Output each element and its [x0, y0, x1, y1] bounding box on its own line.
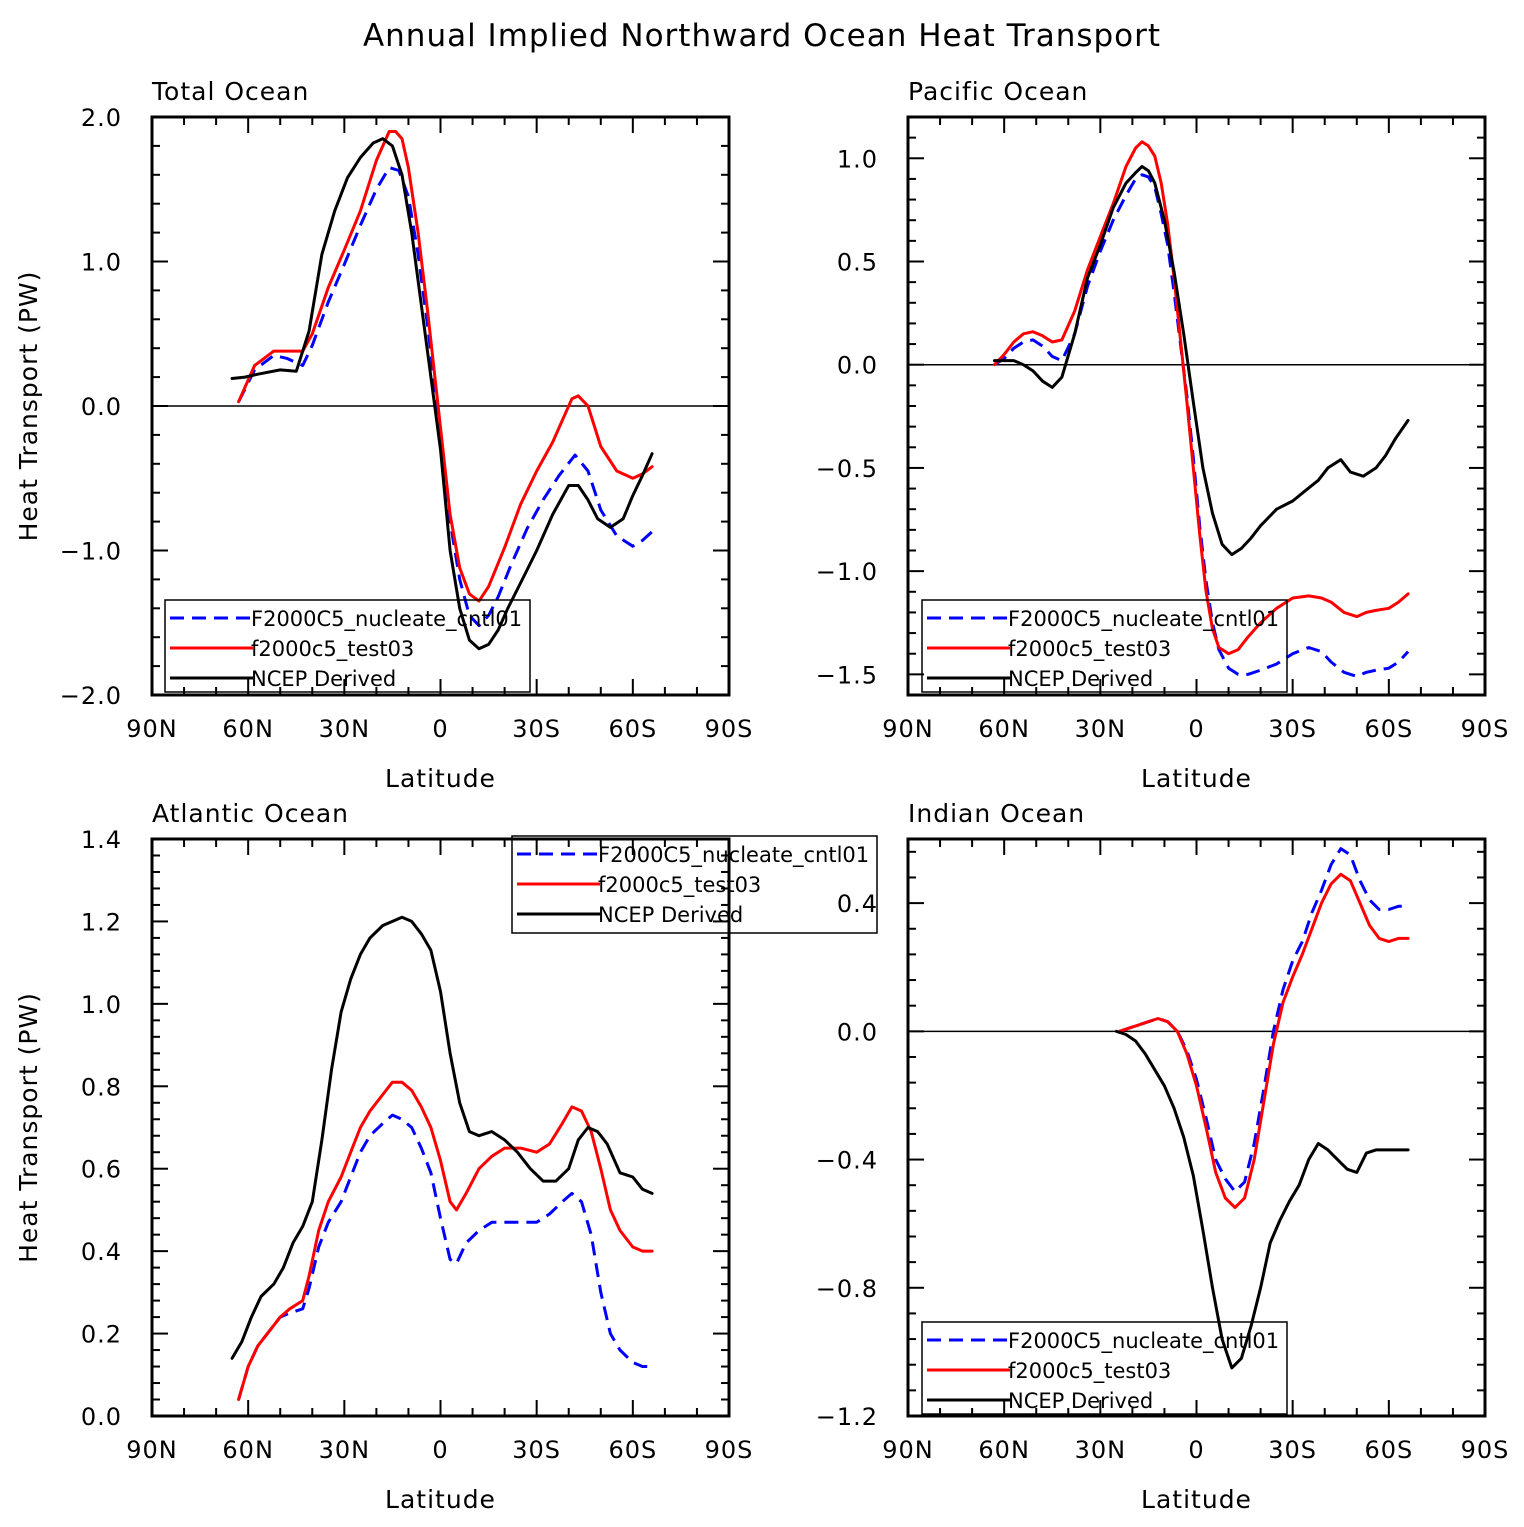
y-tick-label: 0.8	[81, 1073, 122, 1101]
x-tick-label: 0	[1188, 715, 1204, 743]
legend-box	[921, 599, 1288, 693]
legend-label: F2000C5_nucleate_cntl01	[1008, 1329, 1279, 1354]
x-axis-label: Latitude	[1141, 764, 1252, 793]
x-axis-label: Latitude	[385, 764, 496, 793]
x-tick-label: 60S	[608, 1436, 657, 1464]
y-tick-label: 0.0	[837, 1018, 878, 1046]
series-line-f2000c5_test03	[993, 140, 1410, 656]
series-line-F2000C5_nucleate_cntl01	[237, 1113, 653, 1400]
y-tick-label: 0.4	[81, 1238, 122, 1266]
x-tick-label: 60N	[978, 1436, 1030, 1464]
legend-box	[921, 1321, 1288, 1415]
x-tick-label: 30N	[1075, 1436, 1127, 1464]
x-axis-label: Latitude	[385, 1485, 496, 1514]
x-tick-label: 60S	[1364, 715, 1413, 743]
x-tick-label: 60N	[222, 1436, 274, 1464]
x-tick-label: 30S	[512, 715, 561, 743]
y-tick-label: 1.0	[837, 145, 878, 173]
y-tick-label: 0.0	[81, 1403, 122, 1431]
series-line-f2000c5_test03	[237, 1080, 654, 1401]
panel-3: Atlantic Ocean 90N 60N 30N 0 30S 60S 90S 0.0 0.2 0…	[14, 799, 878, 1514]
y-tick-label: 1.2	[81, 908, 122, 936]
y-tick-label: −1.0	[60, 538, 122, 566]
y-tick-label: 1.0	[81, 991, 122, 1019]
x-tick-label: 30S	[1268, 715, 1317, 743]
panel-4: Indian Ocean 90N 60N 30N 0 30S 60S 90S −1.2 −0.8 −…	[816, 799, 1510, 1514]
y-tick-label: 0.4	[837, 890, 878, 918]
series-line-NCEP Derived	[993, 165, 1410, 557]
y-tick-label: −1.0	[816, 558, 878, 586]
legend-label: F2000C5_nucleate_cntl01	[1008, 607, 1279, 632]
legend-label: NCEP Derived	[598, 903, 743, 927]
legend: F2000C5_nucleate_cntl01 f2000c5_test03 NCE…	[921, 599, 1288, 693]
panel-title: Total Ocean	[151, 77, 309, 106]
legend-label: f2000c5_test03	[598, 873, 761, 898]
series-line-F2000C5_nucleate_cntl01	[993, 173, 1410, 678]
series-line-f2000c5_test03	[237, 130, 654, 603]
x-tick-label: 30N	[1075, 715, 1127, 743]
x-tick-label: 90S	[1461, 715, 1510, 743]
panel-1: Total Ocean 90N 60N 30N 0 30S 60S 90S −2.0 −1.0 0.…	[14, 77, 754, 793]
legend-box	[511, 835, 878, 934]
x-tick-label: 60N	[222, 715, 274, 743]
series-line-NCEP Derived	[1114, 1029, 1410, 1370]
y-tick-label: 0.5	[837, 249, 878, 277]
y-tick-label: −0.4	[816, 1147, 878, 1175]
x-tick-label: 30S	[1268, 1436, 1317, 1464]
x-tick-label: 90S	[705, 715, 754, 743]
x-tick-label: 60N	[978, 715, 1030, 743]
y-tick-label: −1.2	[816, 1403, 878, 1431]
x-tick-label: 90N	[882, 1436, 934, 1464]
panel-title: Indian Ocean	[908, 799, 1085, 828]
y-axis-label: Heat Transport (PW)	[14, 992, 43, 1263]
series-line-f2000c5_test03	[1118, 872, 1410, 1210]
legend: F2000C5_nucleate_cntl01 f2000c5_test03 NCE…	[164, 599, 531, 693]
y-tick-label: 2.0	[81, 104, 122, 132]
y-tick-label: −0.5	[816, 455, 878, 483]
x-tick-label: 0	[432, 1436, 448, 1464]
series-line-NCEP Derived	[230, 137, 654, 651]
legend-label: NCEP Derived	[1008, 1389, 1153, 1413]
x-tick-label: 60S	[608, 715, 657, 743]
legend: F2000C5_nucleate_cntl01 f2000c5_test03 NCE…	[511, 835, 878, 934]
legend-label: NCEP Derived	[251, 667, 396, 691]
legend-label: f2000c5_test03	[251, 637, 414, 662]
legend-label: F2000C5_nucleate_cntl01	[251, 607, 522, 632]
x-tick-label: 30S	[512, 1436, 561, 1464]
x-tick-label: 90S	[705, 1436, 754, 1464]
x-tick-label: 90N	[126, 1436, 178, 1464]
series-line-NCEP Derived	[230, 915, 654, 1360]
x-tick-label: 90S	[1461, 1436, 1510, 1464]
panel-2: Pacific Ocean 90N 60N 30N 0 30S 60S 90S −1.5 −1.0…	[816, 77, 1510, 793]
legend-label: NCEP Derived	[1008, 667, 1153, 691]
y-tick-label: 0.6	[81, 1156, 122, 1184]
legend-label: F2000C5_nucleate_cntl01	[598, 843, 869, 868]
x-tick-label: 0	[432, 715, 448, 743]
x-tick-label: 30N	[319, 1436, 371, 1464]
y-tick-label: 0.0	[837, 352, 878, 380]
panel-title: Pacific Ocean	[908, 77, 1088, 106]
series-line-F2000C5_nucleate_cntl01	[237, 166, 654, 628]
x-tick-label: 0	[1188, 1436, 1204, 1464]
y-tick-label: −1.5	[816, 661, 878, 689]
legend-label: f2000c5_test03	[1008, 637, 1171, 662]
y-tick-label: −0.8	[816, 1275, 878, 1303]
y-tick-label: −2.0	[60, 682, 122, 710]
x-tick-label: 90N	[882, 715, 934, 743]
legend: F2000C5_nucleate_cntl01 f2000c5_test03 NCE…	[921, 1321, 1288, 1415]
y-tick-label: 0.0	[81, 393, 122, 421]
figure-title: Annual Implied Northward Ocean Heat Tran…	[363, 18, 1161, 54]
legend-label: f2000c5_test03	[1008, 1359, 1171, 1384]
y-tick-label: 1.4	[81, 826, 122, 854]
y-axis-label: Heat Transport (PW)	[14, 271, 43, 542]
x-tick-label: 30N	[319, 715, 371, 743]
y-tick-label: 1.0	[81, 249, 122, 277]
x-tick-label: 90N	[126, 715, 178, 743]
legend-box	[164, 599, 531, 693]
x-tick-label: 60S	[1364, 1436, 1413, 1464]
y-tick-label: 0.2	[81, 1321, 122, 1349]
panel-title: Atlantic Ocean	[152, 799, 349, 828]
x-axis-label: Latitude	[1141, 1485, 1252, 1514]
